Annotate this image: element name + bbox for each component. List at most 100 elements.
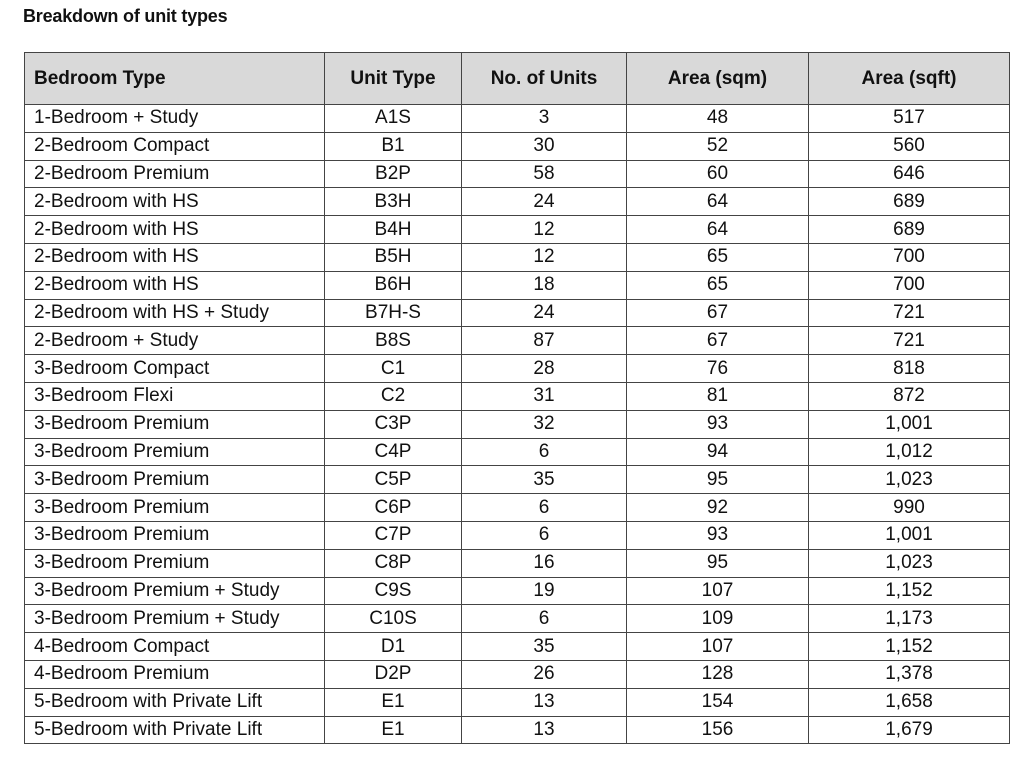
table-row: 2-Bedroom with HS B6H 18 65 700 [24,270,1010,300]
cell-no-of-units: 12 [461,242,627,272]
cell-no-of-units: 6 [461,493,627,522]
header-no-of-units: No. of Units [461,52,627,105]
table-row: 5-Bedroom with Private Lift E1 13 156 1,679 [24,715,1010,745]
cell-area-sqft: 689 [808,187,1010,217]
cell-bedroom-type: 4-Bedroom Compact [24,632,325,661]
cell-area-sqft: 1,378 [808,659,1010,689]
cell-bedroom-type: 4-Bedroom Premium [24,659,325,689]
cell-bedroom-type: 3-Bedroom Premium [24,548,325,578]
cell-no-of-units: 3 [461,104,627,133]
table-row: 3-Bedroom Premium C6P 6 92 990 [24,493,1010,522]
cell-unit-type: C7P [324,520,462,550]
cell-area-sqm: 60 [626,159,809,189]
table-header-row: Bedroom Type Unit Type No. of Units Area… [24,52,1010,105]
table-row: 3-Bedroom Premium + Study C9S 19 107 1,152 [24,576,1010,606]
cell-area-sqm: 76 [626,354,809,383]
cell-bedroom-type: 2-Bedroom + Study [24,326,325,356]
cell-unit-type: E1 [324,715,462,745]
table-row: 2-Bedroom with HS B4H 12 64 689 [24,215,1010,244]
cell-no-of-units: 6 [461,437,627,467]
cell-no-of-units: 6 [461,520,627,550]
cell-area-sqft: 1,173 [808,604,1010,634]
cell-unit-type: B5H [324,242,462,272]
cell-unit-type: B7H-S [324,298,462,328]
table-row: 1-Bedroom + Study A1S 3 48 517 [24,104,1010,133]
cell-bedroom-type: 3-Bedroom Premium + Study [24,604,325,634]
cell-area-sqft: 1,001 [808,409,1010,439]
cell-bedroom-type: 3-Bedroom Premium [24,409,325,439]
cell-area-sqft: 1,023 [808,465,1010,495]
cell-no-of-units: 35 [461,465,627,495]
table-row: 4-Bedroom Premium D2P 26 128 1,378 [24,659,1010,689]
cell-area-sqft: 1,012 [808,437,1010,467]
table-row: 4-Bedroom Compact D1 35 107 1,152 [24,632,1010,661]
cell-no-of-units: 35 [461,632,627,661]
cell-unit-type: B4H [324,215,462,244]
cell-area-sqm: 65 [626,270,809,300]
table-body: 1-Bedroom + Study A1S 3 48 517 2-Bedroom Comp… [24,104,1010,745]
table-row: 3-Bedroom Premium C8P 16 95 1,023 [24,548,1010,578]
cell-area-sqm: 154 [626,687,809,717]
table-row: 2-Bedroom with HS B3H 24 64 689 [24,187,1010,217]
cell-area-sqft: 689 [808,215,1010,244]
cell-unit-type: C5P [324,465,462,495]
table-row: 3-Bedroom Premium C4P 6 94 1,012 [24,437,1010,467]
cell-area-sqft: 872 [808,381,1010,411]
cell-no-of-units: 16 [461,548,627,578]
cell-unit-type: B8S [324,326,462,356]
cell-bedroom-type: 3-Bedroom Premium [24,437,325,467]
cell-area-sqft: 700 [808,270,1010,300]
cell-no-of-units: 6 [461,604,627,634]
cell-area-sqft: 1,152 [808,632,1010,661]
cell-area-sqm: 93 [626,409,809,439]
page-title: Breakdown of unit types [23,6,228,26]
cell-bedroom-type: 3-Bedroom Premium [24,465,325,495]
cell-no-of-units: 32 [461,409,627,439]
cell-unit-type: D1 [324,632,462,661]
cell-area-sqft: 1,001 [808,520,1010,550]
cell-area-sqm: 95 [626,465,809,495]
header-area-sqm: Area (sqm) [626,52,809,105]
cell-unit-type: B2P [324,159,462,189]
table-row: 2-Bedroom with HS + Study B7H-S 24 67 721 [24,298,1010,328]
cell-bedroom-type: 3-Bedroom Premium + Study [24,576,325,606]
cell-bedroom-type: 2-Bedroom with HS [24,242,325,272]
cell-bedroom-type: 5-Bedroom with Private Lift [24,687,325,717]
cell-unit-type: B3H [324,187,462,217]
cell-no-of-units: 24 [461,187,627,217]
cell-no-of-units: 26 [461,659,627,689]
cell-bedroom-type: 2-Bedroom with HS [24,270,325,300]
cell-no-of-units: 13 [461,687,627,717]
cell-unit-type: C1 [324,354,462,383]
table-row: 3-Bedroom Premium + Study C10S 6 109 1,173 [24,604,1010,634]
cell-area-sqm: 65 [626,242,809,272]
cell-area-sqft: 1,023 [808,548,1010,578]
cell-area-sqft: 721 [808,326,1010,356]
cell-area-sqft: 700 [808,242,1010,272]
cell-area-sqm: 64 [626,187,809,217]
table-row: 3-Bedroom Flexi C2 31 81 872 [24,381,1010,411]
table-row: 3-Bedroom Premium C3P 32 93 1,001 [24,409,1010,439]
cell-bedroom-type: 3-Bedroom Compact [24,354,325,383]
cell-bedroom-type: 3-Bedroom Flexi [24,381,325,411]
cell-area-sqft: 990 [808,493,1010,522]
cell-unit-type: C6P [324,493,462,522]
cell-no-of-units: 87 [461,326,627,356]
cell-unit-type: C4P [324,437,462,467]
cell-area-sqft: 1,658 [808,687,1010,717]
table-row: 2-Bedroom Premium B2P 58 60 646 [24,159,1010,189]
table-row: 2-Bedroom with HS B5H 12 65 700 [24,242,1010,272]
cell-unit-type: C3P [324,409,462,439]
cell-area-sqm: 92 [626,493,809,522]
cell-no-of-units: 28 [461,354,627,383]
cell-bedroom-type: 1-Bedroom + Study [24,104,325,133]
cell-unit-type: E1 [324,687,462,717]
cell-area-sqm: 95 [626,548,809,578]
cell-bedroom-type: 2-Bedroom with HS + Study [24,298,325,328]
cell-area-sqm: 107 [626,576,809,606]
cell-unit-type: C10S [324,604,462,634]
table-row: 5-Bedroom with Private Lift E1 13 154 1,658 [24,687,1010,717]
cell-area-sqft: 1,679 [808,715,1010,745]
cell-area-sqm: 93 [626,520,809,550]
cell-no-of-units: 19 [461,576,627,606]
